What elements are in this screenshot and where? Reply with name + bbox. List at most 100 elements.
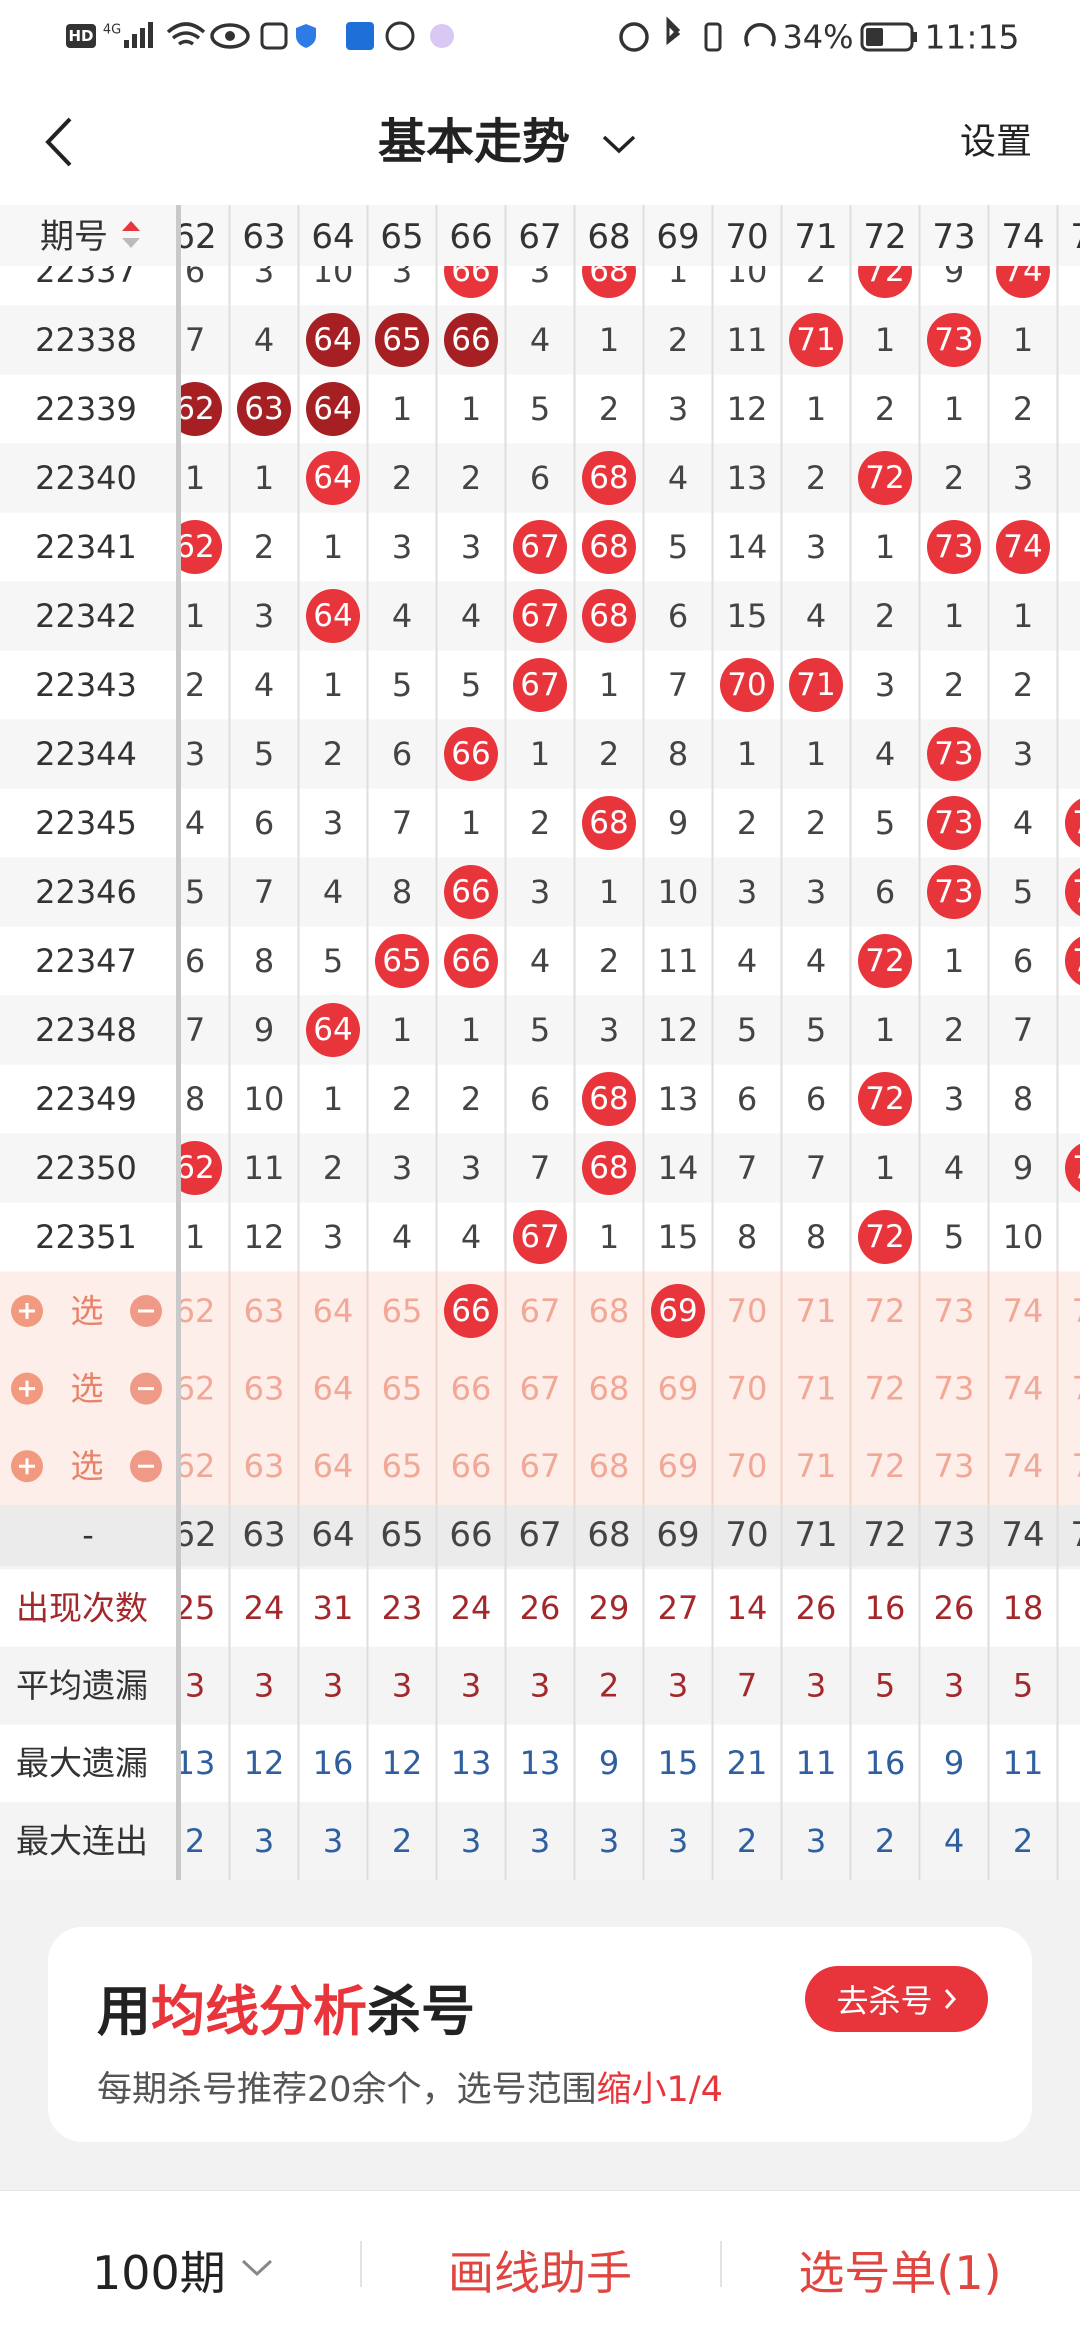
pick-option[interactable]: 70 bbox=[727, 1447, 768, 1485]
miss-count: 6 bbox=[875, 873, 895, 911]
summary-column: 72 bbox=[863, 1515, 906, 1555]
stats-label: 最大遗漏 bbox=[16, 1744, 148, 1783]
pick-option[interactable]: 68 bbox=[589, 1447, 630, 1485]
stats-value: 27 bbox=[658, 1589, 699, 1627]
miss-count: 1 bbox=[599, 666, 619, 704]
pick-option[interactable]: 65 bbox=[382, 1370, 423, 1408]
miss-count: 7 bbox=[737, 1149, 757, 1187]
miss-count: 1 bbox=[392, 390, 412, 428]
stats-value: 3 bbox=[530, 1667, 550, 1705]
issue-number: 22343 bbox=[35, 666, 137, 704]
miss-count: 1 bbox=[461, 804, 481, 842]
frozen-divider bbox=[176, 205, 181, 1880]
stats-value: 3 bbox=[944, 1667, 964, 1705]
miss-count: 5 bbox=[530, 1011, 550, 1049]
column-header: 64 bbox=[311, 217, 354, 257]
hit-number: 73 bbox=[934, 805, 973, 841]
period-dropdown[interactable] bbox=[240, 2257, 274, 2279]
pick-option[interactable]: 70 bbox=[727, 1370, 768, 1408]
pick-option[interactable]: 75 bbox=[1072, 1370, 1080, 1408]
pick-option[interactable]: 72 bbox=[865, 1447, 906, 1485]
issue-header[interactable]: 期号 bbox=[40, 217, 108, 257]
pick-option[interactable]: 65 bbox=[382, 1447, 423, 1485]
pick-option[interactable]: 73 bbox=[934, 1447, 975, 1485]
back-button[interactable] bbox=[48, 119, 70, 165]
miss-count: 2 bbox=[599, 942, 619, 980]
pick-option[interactable]: 73 bbox=[934, 1370, 975, 1408]
pick-option[interactable]: 64 bbox=[313, 1370, 354, 1408]
miss-count: 2 bbox=[875, 597, 895, 635]
pick-option[interactable]: 67 bbox=[520, 1292, 561, 1330]
stats-value: 12 bbox=[244, 1744, 285, 1782]
miss-count: 3 bbox=[599, 1011, 619, 1049]
promo-card[interactable]: 用均线分析杀号 每期杀号推荐20余个，选号范围缩小1/4 去杀号 bbox=[48, 1927, 1032, 2142]
pick-option[interactable]: 69 bbox=[658, 1447, 699, 1485]
pick-option[interactable]: 66 bbox=[451, 1447, 492, 1485]
pick-option[interactable]: 75 bbox=[1072, 1292, 1080, 1330]
hit-number: 71 bbox=[796, 667, 835, 703]
pick-option[interactable]: 64 bbox=[313, 1447, 354, 1485]
pick-option[interactable]: 70 bbox=[727, 1292, 768, 1330]
miss-count: 4 bbox=[668, 459, 688, 497]
pick-option[interactable]: 68 bbox=[589, 1292, 630, 1330]
pick-option[interactable]: 63 bbox=[244, 1292, 285, 1330]
miss-count: 10 bbox=[1003, 1218, 1044, 1256]
pick-option[interactable]: 67 bbox=[520, 1370, 561, 1408]
pick-option[interactable]: 72 bbox=[865, 1370, 906, 1408]
miss-count: 8 bbox=[737, 1218, 757, 1256]
stats-value: 2 bbox=[737, 1822, 757, 1860]
stats-value: 16 bbox=[865, 1744, 906, 1782]
miss-count: 6 bbox=[530, 459, 550, 497]
miss-count: 7 bbox=[185, 1011, 205, 1049]
stats-value: 14 bbox=[727, 1589, 768, 1627]
pick-option[interactable]: 74 bbox=[1003, 1370, 1044, 1408]
miss-count: 1 bbox=[461, 1011, 481, 1049]
miss-count: 3 bbox=[530, 873, 550, 911]
miss-count: 13 bbox=[658, 1080, 699, 1118]
pick-option[interactable]: 71 bbox=[796, 1370, 837, 1408]
pick-option[interactable]: 72 bbox=[865, 1292, 906, 1330]
eye-pupil bbox=[225, 31, 235, 41]
pick-option[interactable]: 63 bbox=[244, 1370, 285, 1408]
pick-option[interactable]: 74 bbox=[1003, 1292, 1044, 1330]
pick-option[interactable]: 71 bbox=[796, 1447, 837, 1485]
title-dropdown[interactable] bbox=[604, 137, 634, 151]
column-header: 67 bbox=[518, 217, 561, 257]
miss-count: 2 bbox=[323, 1149, 343, 1187]
issue-number: 22339 bbox=[35, 390, 137, 428]
promo-title: 用均线分析杀号 bbox=[97, 1967, 475, 2046]
pick-option[interactable]: 63 bbox=[244, 1447, 285, 1485]
pick-option[interactable]: 67 bbox=[520, 1447, 561, 1485]
pick-option[interactable]: 71 bbox=[796, 1292, 837, 1330]
period-selector[interactable]: 100期 bbox=[92, 2237, 226, 2303]
pick-option[interactable]: 66 bbox=[451, 1370, 492, 1408]
pick-option[interactable]: 73 bbox=[934, 1292, 975, 1330]
kill-button[interactable]: 去杀号 bbox=[805, 1966, 988, 2032]
miss-count: 2 bbox=[461, 459, 481, 497]
draw-helper[interactable]: 画线助手 bbox=[380, 2237, 700, 2303]
miss-count: 2 bbox=[668, 321, 688, 359]
miss-count: 8 bbox=[1013, 1080, 1033, 1118]
selection-list[interactable]: 选号单(1) bbox=[740, 2237, 1060, 2303]
stats-value: 24 bbox=[451, 1589, 492, 1627]
summary-column: 68 bbox=[587, 1515, 630, 1555]
hit-number: 64 bbox=[313, 598, 352, 634]
battery-percent: 34% bbox=[782, 18, 853, 56]
pick-option[interactable]: 69 bbox=[658, 1370, 699, 1408]
settings-button[interactable]: 设置 bbox=[960, 122, 1032, 163]
pick-option[interactable]: 65 bbox=[382, 1292, 423, 1330]
page-title[interactable]: 基本走势 bbox=[378, 114, 570, 170]
pick-option[interactable]: 75 bbox=[1072, 1447, 1080, 1485]
stats-value: 18 bbox=[1003, 1589, 1044, 1627]
pick-option[interactable]: 68 bbox=[589, 1370, 630, 1408]
pick-option[interactable]: 74 bbox=[1003, 1447, 1044, 1485]
hit-number: 75 bbox=[1072, 805, 1080, 841]
pick-option[interactable]: 64 bbox=[313, 1292, 354, 1330]
issue-number: 22341 bbox=[35, 528, 137, 566]
hit-number: 72 bbox=[865, 460, 904, 496]
issue-number: 22349 bbox=[35, 1080, 137, 1118]
hit-number: 72 bbox=[865, 943, 904, 979]
miss-count: 1 bbox=[599, 321, 619, 359]
miss-count: 2 bbox=[530, 804, 550, 842]
hit-number: 73 bbox=[934, 529, 973, 565]
